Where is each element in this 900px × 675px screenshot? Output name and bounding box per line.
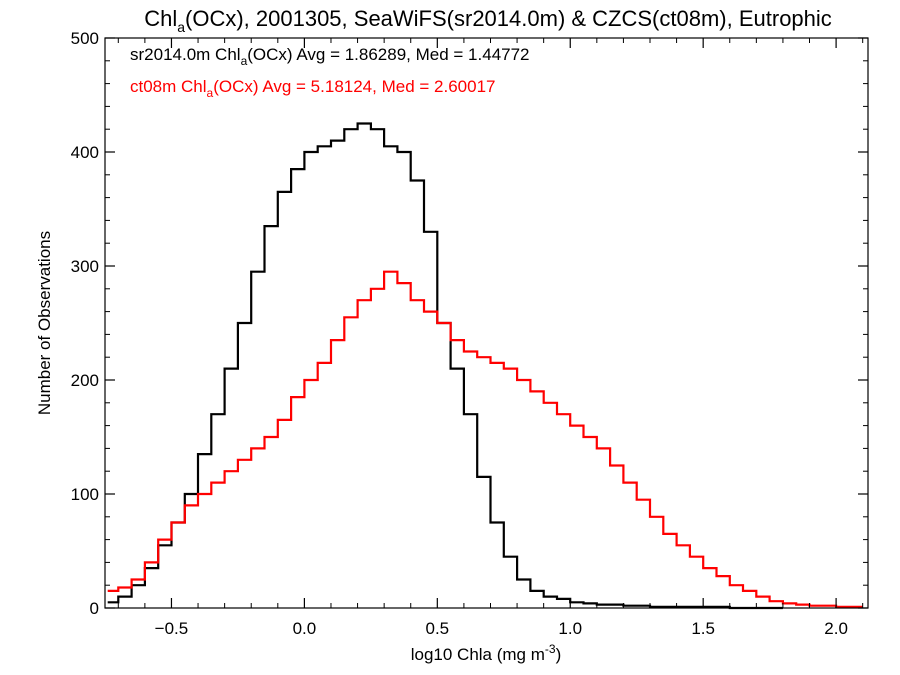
- y-tick-label: 0: [90, 599, 99, 618]
- x-axis-label: log10 Chla (mg m-3): [411, 642, 562, 664]
- plot-frame: [104, 37, 869, 609]
- y-axis-label: Number of Observations: [35, 231, 54, 415]
- series-line-black: [107, 122, 783, 610]
- y-tick-label: 200: [71, 371, 99, 390]
- x-axis-label-sup: -3: [545, 642, 556, 656]
- chart-title-rest: (OCx), 2001305, SeaWiFS(sr2014.0m) & CZC…: [185, 6, 832, 31]
- legend-black-prefix: sr2014.0m Chl: [130, 45, 241, 64]
- chart-title-prefix: Chl: [144, 6, 177, 31]
- legend-black-rest: (OCx) Avg = 1.86289, Med = 1.44772: [247, 45, 529, 64]
- x-axis-label-text: log10 Chla (mg m: [411, 645, 545, 664]
- x-tick-label: 0.5: [425, 619, 449, 638]
- y-tick-label: 100: [71, 485, 99, 504]
- x-tick-label: 2.0: [824, 619, 848, 638]
- chart-title-sub: a: [177, 19, 185, 35]
- y-tick-label: 300: [71, 257, 99, 276]
- y-tick-label: 500: [71, 29, 99, 48]
- x-tick-label: −0.5: [155, 619, 189, 638]
- x-axis-ticks: −0.5 0.0 0.5 1.0 1.5 2.0: [117, 38, 864, 638]
- legend-red-sub: a: [207, 86, 214, 100]
- x-tick-label: 1.0: [558, 619, 582, 638]
- series-line-red: [107, 270, 863, 608]
- legend-black-sub: a: [241, 54, 248, 68]
- legend-red-prefix: ct08m Chl: [130, 77, 207, 96]
- x-tick-label: 1.5: [691, 619, 715, 638]
- legend-entry-red: ct08m Chla(OCx) Avg = 5.18124, Med = 2.6…: [130, 77, 495, 100]
- y-tick-label: 400: [71, 143, 99, 162]
- x-tick-label: 0.0: [293, 619, 317, 638]
- y-axis-ticks: 0 100 200 300 400 500: [71, 29, 868, 618]
- chart-title: Chla(OCx), 2001305, SeaWiFS(sr2014.0m) &…: [144, 6, 832, 35]
- legend-red-rest: (OCx) Avg = 5.18124, Med = 2.60017: [213, 77, 495, 96]
- legend-entry-black: sr2014.0m Chla(OCx) Avg = 1.86289, Med =…: [130, 45, 530, 68]
- x-axis-label-close: ): [556, 645, 562, 664]
